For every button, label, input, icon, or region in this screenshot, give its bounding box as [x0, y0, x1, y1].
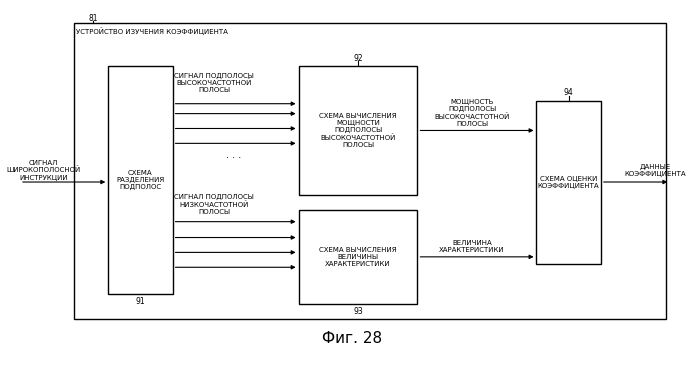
Text: УСТРОЙСТВО ИЗУЧЕНИЯ КОЭФФИЦИЕНТА: УСТРОЙСТВО ИЗУЧЕНИЯ КОЭФФИЦИЕНТА — [76, 28, 229, 35]
Text: · · ·: · · · — [226, 153, 242, 163]
Text: 94: 94 — [564, 88, 573, 97]
Text: СИГНАЛ ПОДПОЛОСЫ
ВЫСОКОЧАСТОТНОЙ
ПОЛОСЫ: СИГНАЛ ПОДПОЛОСЫ ВЫСОКОЧАСТОТНОЙ ПОЛОСЫ — [174, 72, 254, 93]
Text: 92: 92 — [353, 54, 363, 63]
Text: СИГНАЛ ПОДПОЛОСЫ
НИЗКОЧАСТОТНОЙ
ПОЛОСЫ: СИГНАЛ ПОДПОЛОСЫ НИЗКОЧАСТОТНОЙ ПОЛОСЫ — [174, 194, 254, 215]
Text: ВЕЛИЧИНА
ХАРАКТЕРИСТИКИ: ВЕЛИЧИНА ХАРАКТЕРИСТИКИ — [439, 240, 505, 254]
Text: 91: 91 — [136, 298, 145, 306]
FancyBboxPatch shape — [298, 66, 417, 195]
Text: СХЕМА
РАЗДЕЛЕНИЯ
ПОДПОЛОС: СХЕМА РАЗДЕЛЕНИЯ ПОДПОЛОС — [116, 170, 164, 190]
FancyBboxPatch shape — [108, 66, 173, 294]
FancyBboxPatch shape — [298, 210, 417, 304]
Text: МОЩНОСТЬ
ПОДПОЛОСЫ
ВЫСОКОЧАСТОТНОЙ
ПОЛОСЫ: МОЩНОСТЬ ПОДПОЛОСЫ ВЫСОКОЧАСТОТНОЙ ПОЛОС… — [434, 99, 510, 127]
FancyBboxPatch shape — [536, 101, 601, 264]
Text: СХЕМА ВЫЧИСЛЕНИЯ
МОЩНОСТИ
ПОДПОЛОСЫ
ВЫСОКОЧАСТОТНОЙ
ПОЛОСЫ: СХЕМА ВЫЧИСЛЕНИЯ МОЩНОСТИ ПОДПОЛОСЫ ВЫСО… — [319, 113, 397, 148]
Text: 93: 93 — [353, 308, 363, 316]
FancyBboxPatch shape — [73, 23, 666, 319]
Text: СХЕМА ОЦЕНКИ
КОЭФФИЦИЕНТА: СХЕМА ОЦЕНКИ КОЭФФИЦИЕНТА — [538, 176, 600, 189]
Text: СИГНАЛ
ШИРОКОПОЛОСНОЙ
ИНСТРУКЦИИ: СИГНАЛ ШИРОКОПОЛОСНОЙ ИНСТРУКЦИИ — [7, 160, 81, 181]
Text: ДАННЫЕ
КОЭФФИЦИЕНТА: ДАННЫЕ КОЭФФИЦИЕНТА — [625, 163, 686, 177]
Text: СХЕМА ВЫЧИСЛЕНИЯ
ВЕЛИЧИНЫ
ХАРАКТЕРИСТИКИ: СХЕМА ВЫЧИСЛЕНИЯ ВЕЛИЧИНЫ ХАРАКТЕРИСТИКИ — [319, 247, 397, 267]
Text: 81: 81 — [89, 14, 98, 23]
Text: Фиг. 28: Фиг. 28 — [322, 331, 382, 346]
